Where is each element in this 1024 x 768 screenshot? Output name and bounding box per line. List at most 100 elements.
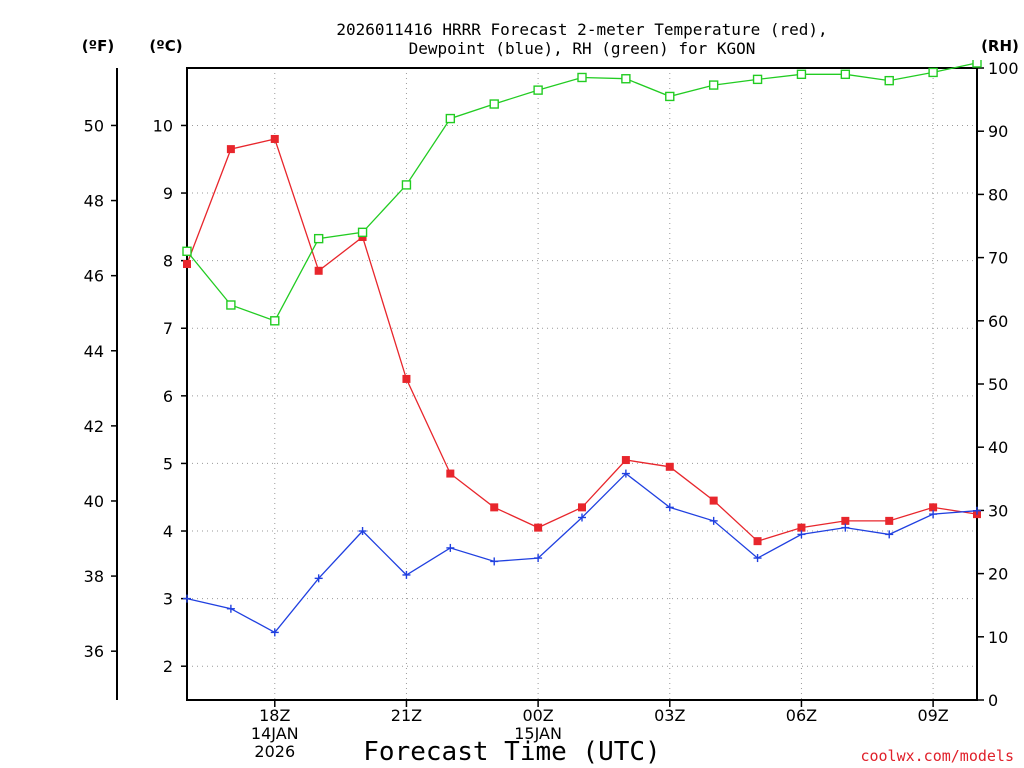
rh-unit-label: (RH) <box>981 37 1019 55</box>
temperature-point <box>885 516 894 525</box>
fahrenheit-tick-label: 42 <box>84 417 104 436</box>
chart-title-line-2: Dewpoint (blue), RH (green) for KGON <box>409 39 756 58</box>
rh-point <box>226 300 236 310</box>
dewpoint-point <box>183 594 191 603</box>
rh-tick-label: 0 <box>988 691 998 710</box>
celsius-tick-label: 9 <box>163 184 173 203</box>
celsius-tick-label: 10 <box>153 116 173 135</box>
series-line <box>186 138 978 542</box>
rh-tick-label: 50 <box>988 375 1008 394</box>
rh-tick-label: 90 <box>988 122 1008 141</box>
dewpoint-point <box>929 510 938 519</box>
rh-point <box>533 85 543 95</box>
celsius-tick-label: 5 <box>163 454 173 473</box>
rh-point <box>621 74 631 84</box>
dewpoint-point <box>314 574 323 583</box>
fahrenheit-tick-label: 36 <box>84 642 104 661</box>
rh-tick-label: 70 <box>988 249 1008 268</box>
fahrenheit-tick-label: 46 <box>84 267 104 286</box>
rh-tick-label: 30 <box>988 501 1008 520</box>
dewpoint-point <box>709 516 718 525</box>
rh-point <box>445 113 456 124</box>
rh-tick-label: 60 <box>988 312 1008 331</box>
temperature-point <box>446 469 455 478</box>
chart-title-line-1: 2026011416 HRRR Forecast 2-meter Tempera… <box>336 20 827 39</box>
fahrenheit-tick-label: 44 <box>84 342 104 361</box>
fahrenheit-unit-label: (ºF) <box>82 37 114 55</box>
grid-lines <box>187 68 977 700</box>
x-tick-label: 2026 <box>254 742 295 761</box>
x-tick-label: 14JAN <box>251 724 299 743</box>
dewpoint-point <box>973 506 981 515</box>
rh-point <box>708 80 719 90</box>
x-tick-label: 18Z <box>259 706 290 725</box>
rh-point <box>357 227 368 238</box>
fahrenheit-tick-label: 48 <box>84 192 104 211</box>
temperature-point <box>183 260 191 269</box>
rh-point <box>665 91 675 102</box>
rh-point <box>401 180 412 190</box>
x-tick-label: 09Z <box>917 706 948 725</box>
celsius-tick-label: 6 <box>163 387 173 406</box>
series-plus <box>183 469 981 637</box>
celsius-tick-label: 3 <box>163 590 173 609</box>
temperature-point <box>226 145 235 154</box>
fahrenheit-tick-label: 38 <box>84 567 104 586</box>
axes <box>111 67 984 707</box>
dewpoint-point <box>578 513 586 522</box>
dewpoint-point <box>490 557 499 566</box>
plot-frame <box>186 67 978 701</box>
rh-point <box>489 99 499 109</box>
series-line <box>186 62 978 322</box>
dewpoint-point <box>534 554 543 563</box>
rh-point <box>313 233 324 244</box>
rh-point <box>752 74 763 85</box>
rh-tick-label: 100 <box>988 59 1019 78</box>
dewpoint-point <box>226 604 235 613</box>
fahrenheit-tick-label: 50 <box>84 116 104 135</box>
series-open-square <box>182 60 982 326</box>
x-tick-label: 21Z <box>391 706 422 725</box>
celsius-tick-label: 8 <box>163 252 173 271</box>
celsius-tick-label: 2 <box>163 657 173 676</box>
rh-tick-label: 40 <box>988 438 1008 457</box>
temperature-point <box>270 134 279 143</box>
x-tick-label: 03Z <box>654 706 685 725</box>
dewpoint-point <box>797 530 806 539</box>
temperature-point <box>314 266 323 275</box>
rh-tick-label: 80 <box>988 185 1008 204</box>
dewpoint-point <box>621 469 630 478</box>
temperature-point <box>578 503 586 512</box>
fahrenheit-tick-label: 40 <box>84 492 104 511</box>
rh-point <box>928 67 938 78</box>
x-tick-label: 00Z <box>522 706 553 725</box>
temperature-point <box>841 516 850 525</box>
temperature-point <box>797 523 806 532</box>
rh-tick-label: 20 <box>988 565 1008 584</box>
dewpoint-point <box>885 530 894 539</box>
temperature-point <box>929 503 938 512</box>
x-tick-label: 06Z <box>786 706 817 725</box>
rh-tick-label: 10 <box>988 628 1008 647</box>
temperature-point <box>490 503 499 512</box>
celsius-unit-label: (ºC) <box>149 37 182 55</box>
x-axis-label: Forecast Time (UTC) <box>363 737 660 767</box>
temperature-point <box>665 462 674 471</box>
dewpoint-point <box>841 523 850 532</box>
celsius-tick-label: 7 <box>163 319 173 338</box>
x-tick-label: 15JAN <box>514 724 562 743</box>
rh-point <box>182 246 192 256</box>
rh-point <box>577 72 587 83</box>
dewpoint-point <box>358 527 367 536</box>
series-line <box>186 472 978 634</box>
temperature-point <box>534 523 543 532</box>
tick-labels: 2 3 4 5 6 7 8 9 10 36 38 40 42 44 46 48 50 0 10 20 30 40 50 60 7… <box>84 59 1019 761</box>
celsius-tick-label: 4 <box>163 522 173 541</box>
dewpoint-point <box>402 570 411 579</box>
rh-point <box>884 75 894 86</box>
temperature-point <box>709 496 718 505</box>
dewpoint-point <box>446 543 455 552</box>
data-series <box>182 60 982 637</box>
temperature-point <box>753 537 762 546</box>
